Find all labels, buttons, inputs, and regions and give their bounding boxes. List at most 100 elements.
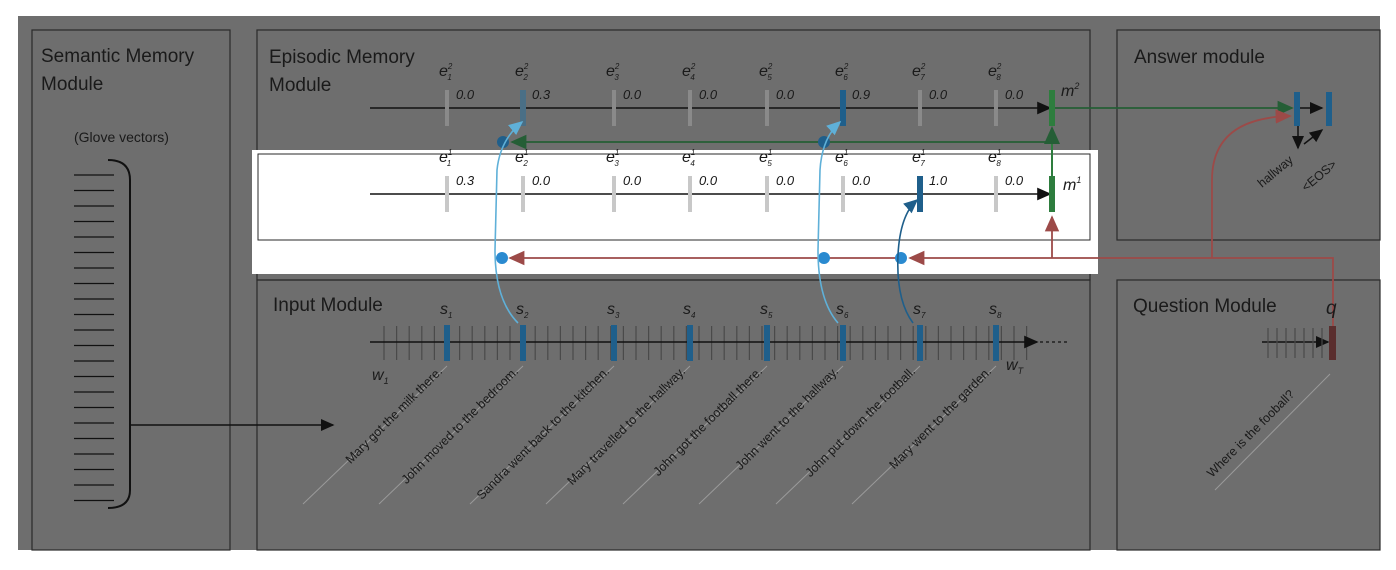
- sentence-label-6: s6: [836, 301, 849, 320]
- pass1-gate-label-1: e1 1: [439, 148, 452, 168]
- pass1-gate-label-5: e1 5: [759, 148, 772, 168]
- pass2-gate-label-2: e2 2: [515, 62, 529, 82]
- sentence-underline-1: [302, 365, 448, 505]
- pass1-gate-bar-3: [612, 176, 616, 212]
- attention-curve-s7: [896, 198, 919, 324]
- pass1-gate-value-7: 1.0: [929, 173, 948, 188]
- answer-bar-2: [1326, 92, 1332, 126]
- pass1-gate-bar-2: [521, 176, 525, 212]
- word-ticks: [383, 326, 1028, 360]
- pass2-gates: 0.0e2 10.3e2 20.0e2 30.0e2 40.0e2 50.9e2 60.0e…: [439, 62, 1024, 126]
- sentence-bar-5: [764, 325, 770, 361]
- sentence-label-8: s8: [989, 301, 1002, 320]
- pass2-gate-bar-4: [688, 90, 692, 126]
- pass2-gate-value-5: 0.0: [776, 87, 795, 102]
- pass1-gate-bar-8: [994, 176, 998, 212]
- semantic-subtitle: (Glove vectors): [74, 129, 169, 145]
- semantic-title-line1: Semantic Memory: [41, 46, 195, 67]
- m2-label: m2: [1061, 81, 1079, 100]
- pass1-highlight: [252, 150, 1098, 274]
- pass1-gate-value-3: 0.0: [623, 173, 642, 188]
- pass2-gate-label-8: e2 8: [988, 62, 1002, 82]
- sentence-label-3: s3: [607, 301, 620, 320]
- pass2-gate-label-3: e2 3: [606, 62, 620, 82]
- question-to-answer-arrow: [1211, 109, 1292, 258]
- pass1-gate-bar-5: [765, 176, 769, 212]
- sentence-underline-8: [851, 365, 997, 505]
- sentence-label-4: s4: [683, 301, 696, 320]
- sentence-underline-7: [775, 365, 921, 505]
- sentence-bar-6: [840, 325, 846, 361]
- pass1-gate-value-2: 0.0: [532, 173, 551, 188]
- sentence-bar-3: [611, 325, 617, 361]
- pass2-gate-bar-1: [445, 90, 449, 126]
- pass2-gate-bar-5: [765, 90, 769, 126]
- sentence-bar-2: [520, 325, 526, 361]
- sentence-underline-5: [622, 365, 768, 505]
- pass1-gate-value-5: 0.0: [776, 173, 795, 188]
- input-title: Input Module: [273, 295, 383, 316]
- q-label: q: [1326, 298, 1337, 319]
- pass2-gate-value-3: 0.0: [623, 87, 642, 102]
- w1-label: w1: [372, 367, 389, 386]
- pass1-gate-value-6: 0.0: [852, 173, 871, 188]
- pass2-gate-value-2: 0.3: [532, 87, 551, 102]
- pass1-gate-value-1: 0.3: [456, 173, 475, 188]
- sentence-bar-1: [444, 325, 450, 361]
- semantic-title-line2: Module: [41, 74, 103, 95]
- question-module-box: [1116, 279, 1381, 551]
- input-module-box: [256, 279, 1091, 551]
- pass2-gate-bar-6: [840, 90, 846, 126]
- attention-dot-p1-s2: [496, 252, 508, 264]
- pass1-gate-label-4: e1 4: [682, 148, 695, 168]
- pass1-gate-value-4: 0.0: [699, 173, 718, 188]
- pass1-gate-label-7: e1 7: [912, 148, 925, 168]
- pass1-gate-value-8: 0.0: [1005, 173, 1024, 188]
- glove-vector-stack: [74, 174, 114, 502]
- attention-dot-p2-s2: [497, 136, 509, 148]
- pass1-gate-bar-6: [841, 176, 845, 212]
- attention-curve-s6: [817, 120, 842, 324]
- sentence-label-5: s5: [760, 301, 773, 320]
- sentence-bar-4: [687, 325, 693, 361]
- sentence-bar-8: [993, 325, 999, 361]
- sentence-underline-2: [378, 365, 524, 505]
- pass2-gate-value-4: 0.0: [699, 87, 718, 102]
- answer-title: Answer module: [1134, 47, 1265, 68]
- sentence-bar-7: [917, 325, 923, 361]
- pass1-gate-label-3: e1 3: [606, 148, 619, 168]
- pass2-gate-label-6: e2 6: [835, 62, 849, 82]
- question-text-underline: [1214, 373, 1331, 491]
- sentence-label-2: s2: [516, 301, 529, 320]
- pass1-gate-bar-4: [688, 176, 692, 212]
- pass1-box: [257, 153, 1091, 241]
- sentence-label-1: s1: [440, 301, 452, 320]
- pass2-gate-value-6: 0.9: [852, 87, 870, 102]
- glove-bracket: [107, 159, 131, 509]
- semantic-memory-box: [31, 29, 231, 551]
- question-to-attention-arrow: [908, 250, 1334, 328]
- sentence-underline-6: [698, 365, 844, 505]
- attention-curve-s2: [494, 120, 524, 324]
- pass1-gate-label-6: e1 6: [835, 148, 848, 168]
- pass2-gate-bar-3: [612, 90, 616, 126]
- pass1-gate-bar-7: [917, 176, 923, 212]
- pass2-gate-bar-8: [994, 90, 998, 126]
- question-title: Question Module: [1133, 296, 1277, 317]
- m2-memory-bar: [1049, 90, 1055, 126]
- sentence-bars: s1 s2 s3 s4 s5 s6 s7 s8: [440, 301, 1002, 361]
- pass2-gate-label-4: e2 4: [682, 62, 696, 82]
- pass2-gate-bar-7: [918, 90, 922, 126]
- pass2-gate-label-5: e2 5: [759, 62, 773, 82]
- pass1-gate-label-2: e1 2: [515, 148, 528, 168]
- answer-bar-1: [1294, 92, 1300, 126]
- attention-dot-p1-s7: [895, 252, 907, 264]
- pass1-gates: 0.3 e1 1 0.0 e1 2 0.0 e1 3 0.0 e1 4 0.0 e1 5 0.0 e1 6 1.0 e…: [439, 148, 1024, 212]
- sentence-underline-4: [545, 365, 691, 505]
- episodic-title-line1: Episodic Memory: [269, 47, 415, 68]
- episodic-title-line2: Module: [269, 75, 331, 96]
- pass2-gate-bar-2: [520, 90, 526, 126]
- pass2-gate-value-7: 0.0: [929, 87, 948, 102]
- diagram-background: [18, 16, 1380, 550]
